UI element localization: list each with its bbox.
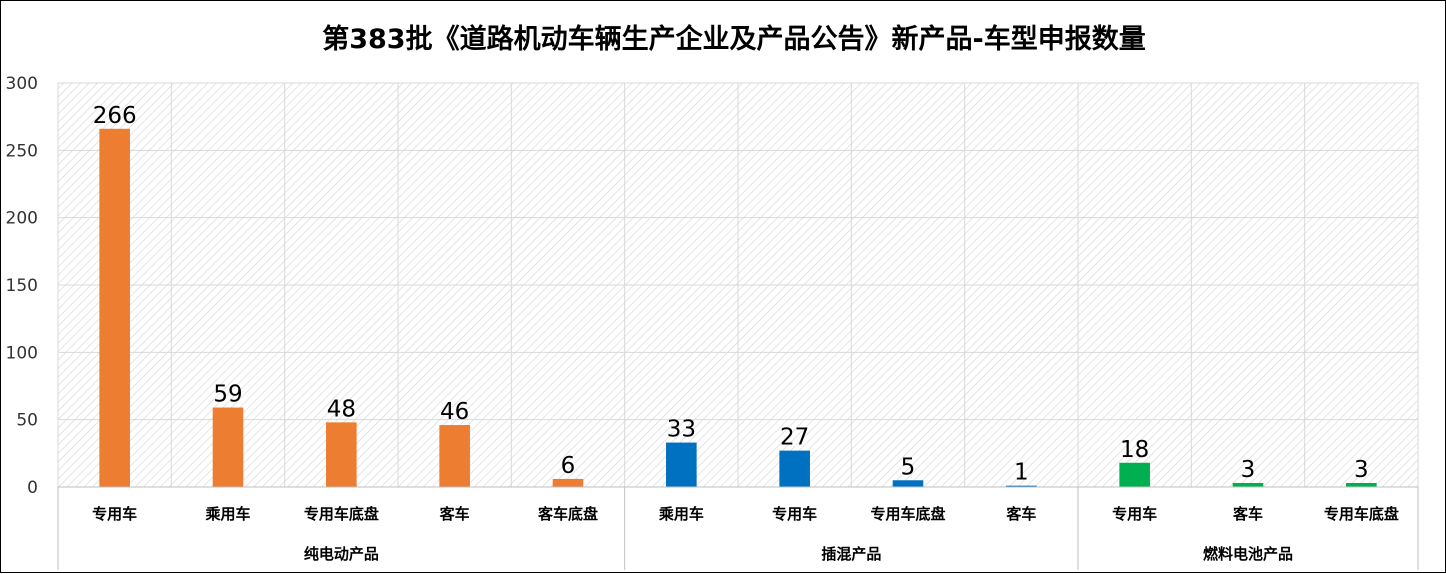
- data-label: 1: [1014, 460, 1029, 486]
- bar: [1232, 482, 1264, 487]
- plot-area: 0 50 100 150 200 250 300 266 专用车 59 乘用车 48 专用车底盘 46 客车…: [6, 74, 1419, 570]
- data-label: 46: [440, 399, 469, 425]
- y-tick-label: 250: [6, 141, 38, 161]
- bar: [439, 425, 470, 487]
- x-category-label: 专用车底盘: [304, 505, 379, 523]
- data-label: 48: [327, 396, 356, 422]
- bar: [1006, 485, 1037, 487]
- chart-title: 第383批《道路机动车辆生产企业及产品公告》新产品-车型申报数量: [322, 23, 1146, 55]
- data-label: 27: [780, 425, 809, 451]
- y-tick-label: 300: [6, 74, 38, 94]
- x-category-label: 专用车: [1112, 505, 1157, 523]
- y-tick-label: 50: [16, 411, 38, 431]
- x-category-label: 专用车: [772, 505, 817, 523]
- data-label: 18: [1120, 437, 1149, 463]
- bar: [666, 442, 697, 487]
- bar: [326, 422, 357, 487]
- x-category-label: 专用车底盘: [870, 505, 945, 523]
- bar: [1346, 482, 1377, 487]
- bar: [892, 480, 924, 487]
- x-category-label: 乘用车: [658, 505, 704, 523]
- data-label: 3: [1241, 457, 1256, 483]
- y-tick-label: 100: [6, 343, 38, 363]
- data-label: 266: [93, 103, 137, 129]
- data-label: 59: [213, 382, 242, 408]
- data-label: 5: [901, 454, 916, 480]
- x-category-label: 专用车: [92, 505, 137, 523]
- bar: [99, 128, 130, 487]
- x-category-label: 专用车底盘: [1324, 505, 1399, 523]
- data-label: 33: [667, 417, 696, 443]
- x-group-label: 燃料电池产品: [1203, 545, 1293, 563]
- y-tick-label: 150: [6, 276, 38, 296]
- x-category-label: 乘用车: [204, 505, 250, 523]
- x-group-label: 纯电动产品: [304, 545, 379, 563]
- y-tick-label: 0: [27, 478, 38, 498]
- bar: [1119, 462, 1150, 487]
- bar: [552, 478, 584, 487]
- bar: [779, 450, 810, 487]
- x-category-label: 客车底盘: [537, 505, 598, 523]
- x-group-label: 插混产品: [821, 545, 881, 563]
- x-category-label: 客车: [1005, 505, 1036, 523]
- x-category-label: 客车: [1232, 505, 1263, 523]
- y-tick-label: 200: [6, 209, 38, 229]
- bar: [212, 407, 244, 487]
- data-label: 6: [561, 453, 576, 479]
- x-category-label: 客车: [439, 505, 470, 523]
- data-label: 3: [1354, 457, 1369, 483]
